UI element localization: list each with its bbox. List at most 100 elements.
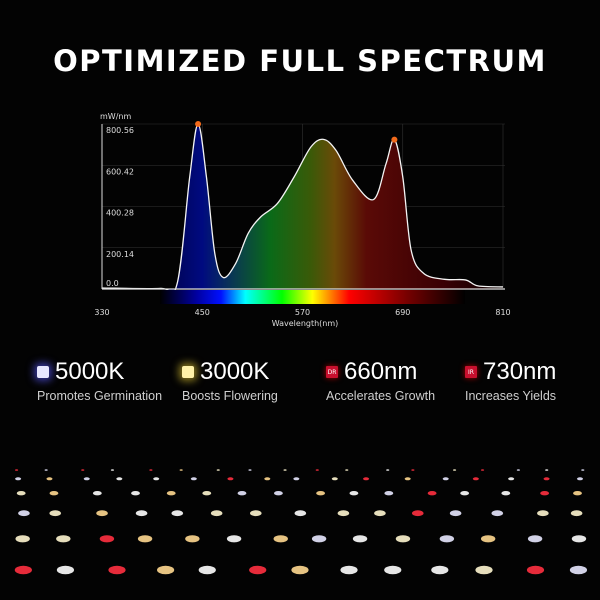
led-light [15,535,30,543]
peak-marker [391,136,398,143]
led-light [157,565,175,575]
ir-badge-icon: IR [465,366,477,378]
feature-label: Increases Yields [465,389,557,403]
led-light [15,477,22,481]
led-light [274,491,283,496]
led-light [480,535,496,543]
led-light [135,510,148,517]
led-light [249,565,267,575]
feature-value: 730nm [483,358,557,385]
led-light [315,469,319,471]
led-light [56,565,75,575]
led-light [81,469,85,471]
led-light [340,565,358,575]
led-light [540,491,550,496]
led-light [472,477,479,481]
led-light [411,469,415,471]
feature-label: Promotes Germination [37,389,163,403]
led-light [427,491,437,496]
led-light [460,491,470,496]
led-light [442,477,449,481]
led-light [137,535,153,543]
y-tick-label: 0.0 [106,279,119,288]
led-light [508,477,515,481]
led-light [480,469,485,471]
y-tick-label: 800.56 [106,126,134,135]
feature-head: 3000K [182,358,322,386]
feature-label: Boosts Flowering [182,389,278,403]
led-light [526,565,545,575]
led-light [44,469,48,471]
spectrum-color-bar [160,290,465,304]
led-light [264,477,271,481]
led-light [316,491,326,496]
led-light [475,565,493,575]
led-light [543,477,550,481]
led-light [311,535,327,543]
led-light [331,477,338,481]
page-title: OPTIMIZED FULL SPECTRUM [53,44,547,78]
feature-value: 3000K [200,358,270,385]
led-board-photo [14,469,588,575]
led-light [384,565,402,575]
led-light [171,510,184,517]
y-tick-label: 200.14 [106,250,134,259]
led-light [248,469,252,471]
led-light [250,510,262,517]
led-light [294,510,307,517]
led-light [576,477,583,481]
led-light [16,491,26,496]
led-light [226,535,242,543]
led-light [411,510,424,517]
led-light [216,469,220,471]
feature-5000k: 5000K Promotes Germination [37,358,177,403]
led-light [384,491,394,496]
led-light [49,491,59,496]
led-light [237,491,247,496]
x-axis-label: Wavelength(nm) [272,319,339,328]
led-light [439,535,455,543]
led-light [49,510,62,517]
led-light [110,469,115,471]
x-tick-label: 810 [495,308,510,317]
feature-value: 660nm [344,358,418,385]
white-led-square-icon [37,366,49,378]
dr-badge-icon: DR [326,366,338,378]
led-light [56,535,71,543]
y-axis-label: mW/nm [100,112,131,121]
warm-led-square-icon [182,366,194,378]
led-light [166,491,176,496]
led-light [179,469,183,471]
led-light [570,510,583,517]
led-light [185,535,200,543]
led-light [14,469,19,471]
led-light [149,469,153,471]
led-light [527,535,543,543]
led-light [501,491,511,496]
led-light [108,565,126,575]
feature-head: DR 660nm [326,358,466,386]
led-light [516,469,520,471]
y-tick-label: 400.28 [106,209,134,218]
led-light [291,565,309,575]
led-light [491,510,504,517]
led-light [210,510,223,517]
led-light [571,535,587,543]
led-light [83,477,90,481]
led-light [131,491,140,496]
led-light [431,565,449,575]
led-light [386,469,390,471]
led-light [374,510,386,517]
led-light [363,477,370,481]
feature-3000k: 3000K Boosts Flowering [182,358,322,403]
led-light [190,477,197,481]
x-tick-label: 450 [195,308,210,317]
led-light [96,510,108,517]
y-tick-label: 600.42 [106,167,134,176]
led-light [537,510,549,517]
led-light [452,469,457,471]
led-light [545,469,549,471]
led-light [227,477,234,481]
